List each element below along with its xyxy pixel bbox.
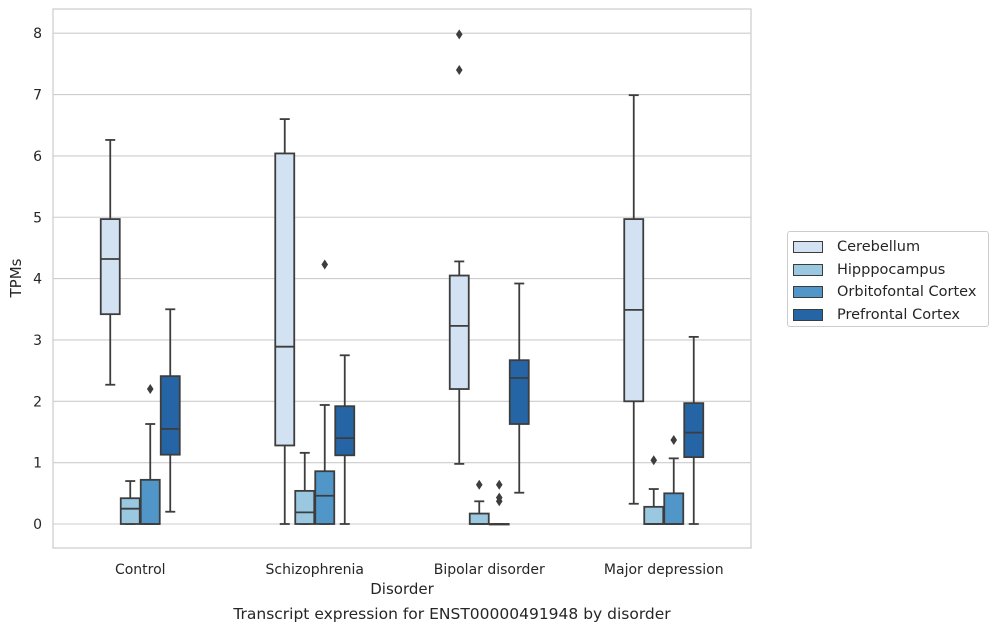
outlier-1 <box>455 29 463 40</box>
y-tick-label-0: 0 <box>33 517 42 533</box>
outlier-0 <box>455 65 463 76</box>
y-tick-labels: 0 1 2 3 4 5 6 7 8 <box>33 26 42 533</box>
box-2-0 <box>139 384 161 525</box>
box-1-2 <box>468 479 490 525</box>
box-0-1 <box>274 118 296 525</box>
box-3-3 <box>683 335 705 525</box>
box-0-0 <box>99 139 121 386</box>
box-body <box>468 512 490 525</box>
y-tick-label-8: 8 <box>33 26 42 42</box>
box-0-3 <box>623 94 645 505</box>
box-body <box>274 152 296 447</box>
legend-item-hippocampus: Hipppocampus <box>793 259 988 282</box>
x-tick-label-2: Bipolar disorder <box>434 562 545 578</box>
box-body <box>294 489 316 525</box>
x-axis-label: Disorder <box>370 580 434 598</box>
box-body <box>314 470 336 525</box>
box-body <box>643 505 665 525</box>
figure-caption: Transcript expression for ENST0000049194… <box>233 605 671 623</box>
box-3-2 <box>508 282 530 494</box>
box-3-0 <box>159 308 181 513</box>
box-1-0 <box>119 480 141 525</box>
y-tick-label-6: 6 <box>33 149 42 165</box>
legend-label-prefrontal-cortex: Prefrontal Cortex <box>837 306 960 323</box>
box-body <box>663 492 685 525</box>
box-0-2 <box>448 29 470 465</box>
legend-swatch-orbitofrontal-cortex <box>793 286 823 299</box>
outlier-0 <box>670 434 678 445</box>
y-tick-label-3: 3 <box>33 333 42 349</box>
y-tick-label-1: 1 <box>33 456 42 472</box>
y-tick-label-5: 5 <box>33 210 42 226</box>
box-body <box>99 218 121 316</box>
x-tick-label-0: Control <box>115 562 166 578</box>
y-axis-label: TPMs <box>7 258 25 298</box>
outlier-0 <box>146 384 154 395</box>
box-body <box>508 359 530 425</box>
legend-label-hippocampus: Hipppocampus <box>837 261 946 278</box>
outlier-0 <box>475 479 483 490</box>
boxes <box>99 29 705 526</box>
box-1-1 <box>294 451 316 525</box>
y-tick-label-7: 7 <box>33 88 42 104</box>
legend-swatch-cerebellum <box>793 241 823 254</box>
outlier-2 <box>495 479 503 490</box>
outlier-0 <box>321 259 329 270</box>
box-2-3 <box>663 434 685 525</box>
box-body <box>139 478 161 525</box>
box-body <box>159 375 181 456</box>
outlier-0 <box>650 455 658 466</box>
y-tick-label-4: 4 <box>33 272 42 288</box>
x-tick-label-3: Major depression <box>604 562 724 578</box>
y-tick-label-2: 2 <box>33 394 42 410</box>
legend-swatch-hippocampus <box>793 263 823 276</box>
legend-swatch-prefrontal-cortex <box>793 308 823 321</box>
box-body <box>334 405 356 457</box>
legend-label-cerebellum: Cerebellum <box>837 239 921 256</box>
box-body <box>448 274 470 390</box>
box-3-1 <box>334 354 356 525</box>
legend: Cerebellum Hipppocampus Orbitofontal Cor… <box>787 231 989 327</box>
outlier-1 <box>495 492 503 503</box>
legend-item-cerebellum: Cerebellum <box>793 236 988 259</box>
legend-item-prefrontal-cortex: Prefrontal Cortex <box>793 304 988 327</box>
box-1-3 <box>643 455 665 525</box>
x-tick-label-1: Schizophrenia <box>266 562 364 578</box>
box-body <box>119 497 141 525</box>
plot-frame <box>52 8 752 549</box>
box-2-1 <box>314 259 336 525</box>
x-tick-labels: Control Schizophrenia Bipolar disorder Majo… <box>115 562 724 578</box>
legend-label-orbitofrontal-cortex: Orbitofontal Cortex <box>837 284 977 301</box>
box-body <box>683 402 705 459</box>
legend-item-orbitofrontal-cortex: Orbitofontal Cortex <box>793 281 988 304</box>
box-2-2 <box>488 479 510 526</box>
